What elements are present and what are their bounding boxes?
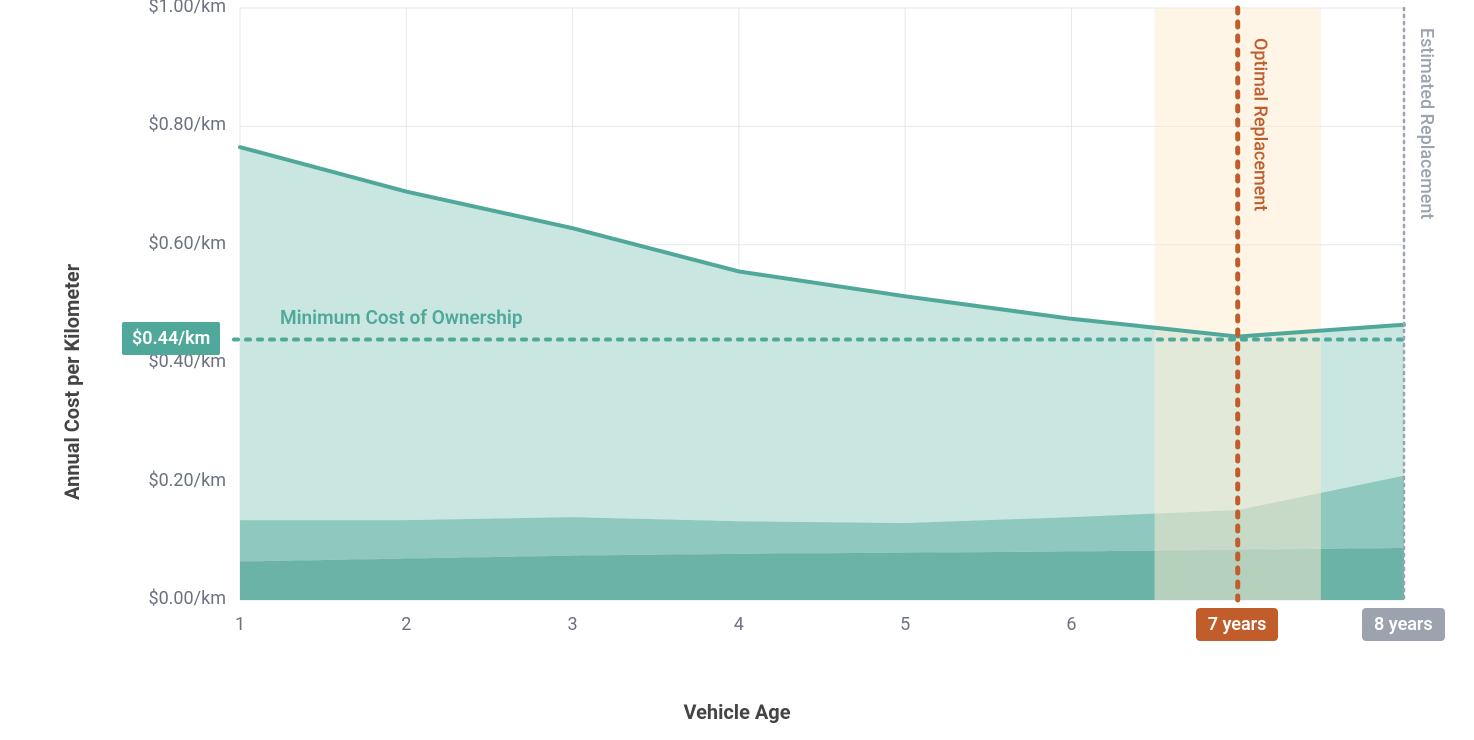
x-tick-label: 6 <box>1051 614 1091 635</box>
y-tick-label: $0.60/km <box>148 233 226 254</box>
x-tick-label: 3 <box>553 614 593 635</box>
y-tick-label: $1.00/km <box>148 0 226 17</box>
y-tick-label: $0.20/km <box>148 470 226 491</box>
y-tick-label: $0.00/km <box>148 588 226 609</box>
min-cost-badge: $0.44/km <box>122 322 220 355</box>
optimal-year-badge: 7 years <box>1196 608 1279 641</box>
x-tick-label: 1 <box>220 614 260 635</box>
y-axis-label: Annual Cost per Kilometer <box>60 264 84 500</box>
y-tick-label: $0.80/km <box>148 114 226 135</box>
x-tick-label: 2 <box>386 614 426 635</box>
estimated-year-badge: 8 years <box>1362 608 1445 641</box>
estimated-replacement-label: Estimated Replacement <box>1416 28 1437 219</box>
x-axis-label: Vehicle Age <box>0 700 1474 724</box>
cost-per-km-chart: Annual Cost per Kilometer Vehicle Age $0… <box>0 0 1474 740</box>
min-cost-label: Minimum Cost of Ownership <box>280 306 523 329</box>
x-tick-label: 5 <box>885 614 925 635</box>
x-tick-label: 4 <box>719 614 759 635</box>
optimal-replacement-label: Optimal Replacement <box>1250 38 1271 211</box>
